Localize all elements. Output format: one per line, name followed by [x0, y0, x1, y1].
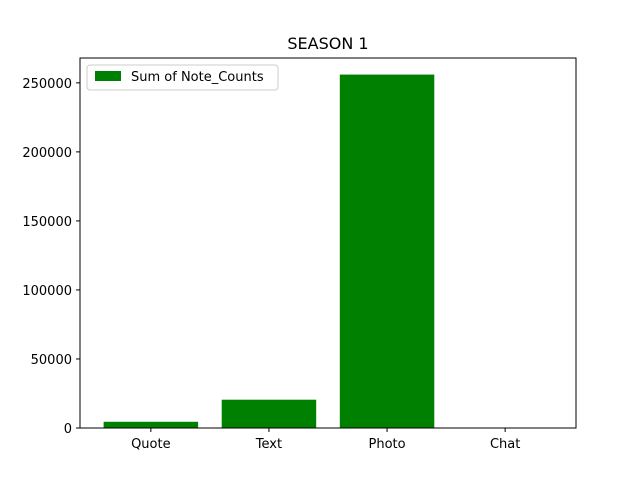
- plot-frame: [79, 57, 577, 429]
- chart-title: SEASON 1: [287, 34, 368, 53]
- y-tick-label: 200000: [22, 146, 72, 161]
- y-tick-label: 250000: [22, 77, 72, 92]
- legend-box: [86, 64, 279, 91]
- bars-group: [103, 74, 435, 428]
- x-tick-label: Photo: [369, 437, 406, 452]
- x-tick-label: Quote: [131, 437, 171, 452]
- x-tick-label: Text: [255, 437, 282, 452]
- bar-text: [221, 399, 317, 428]
- x-tick-label: Chat: [490, 437, 520, 452]
- bar-photo: [339, 74, 435, 428]
- legend-swatch: [95, 71, 121, 81]
- plot-area: [80, 58, 576, 428]
- y-tick-label: 0: [64, 422, 72, 437]
- legend-label: Sum of Note_Counts: [131, 70, 264, 85]
- legend: Sum of Note_Counts: [86, 64, 279, 91]
- x-axis: Quote Text Photo Chat: [131, 428, 520, 452]
- y-tick-label: 50000: [31, 353, 72, 368]
- bar-quote: [103, 421, 199, 428]
- y-tick-label: 150000: [22, 215, 72, 230]
- y-tick-label: 100000: [22, 284, 72, 299]
- y-axis: 0 50000 100000 150000 200000 250000: [22, 77, 80, 437]
